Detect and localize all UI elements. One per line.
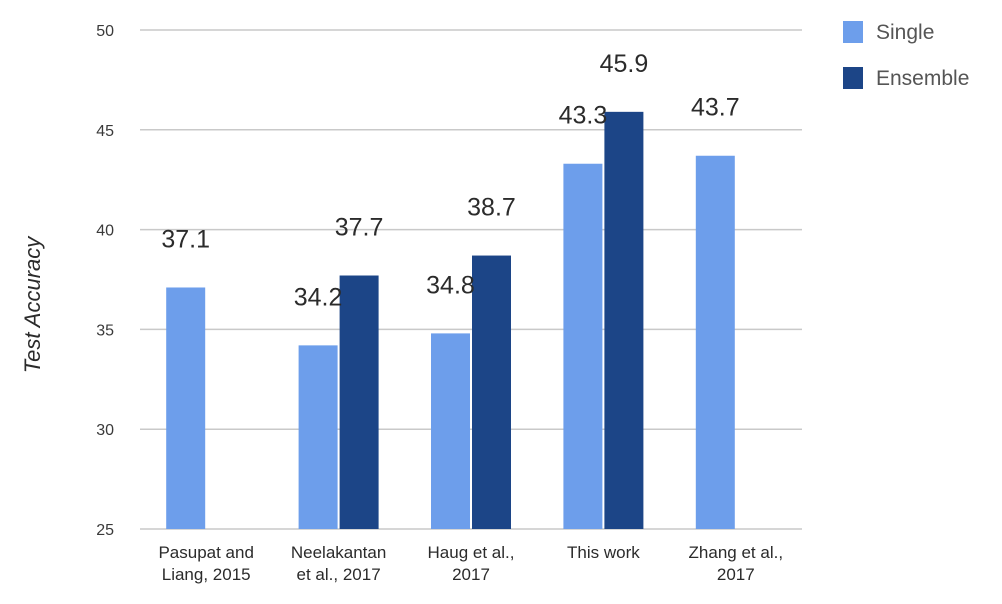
legend-swatch-single — [843, 21, 863, 43]
bar-ensemble — [604, 111, 644, 529]
data-label: 37.7 — [335, 214, 384, 242]
data-label: 37.1 — [161, 225, 210, 253]
legend-swatch-ensemble — [843, 67, 863, 89]
data-label: 34.8 — [426, 271, 475, 299]
y-tick-label: 35 — [96, 322, 114, 339]
data-label: 38.7 — [467, 194, 516, 222]
category-label: Haug et al., 2017 — [428, 543, 515, 584]
bar-single — [695, 155, 735, 530]
legend-label-single: Single — [876, 21, 934, 44]
y-axis-title: Test Accuracy — [20, 235, 45, 374]
gridlines — [140, 29, 802, 530]
y-tick-label: 40 — [96, 223, 114, 240]
data-label: 43.3 — [559, 102, 608, 130]
y-tick-label: 50 — [96, 23, 114, 40]
data-label: 34.2 — [294, 283, 343, 311]
bar-single — [166, 287, 206, 529]
y-tick-label: 45 — [96, 123, 114, 140]
bar-single — [563, 163, 603, 529]
category-label: Zhang et al., 2017 — [689, 543, 784, 584]
y-tick-labels: 25 30 35 40 45 50 — [96, 23, 114, 539]
category-label: Pasupat and Liang, 2015 — [158, 543, 253, 584]
data-label: 43.7 — [691, 94, 740, 122]
legend: Single Ensemble — [843, 21, 969, 90]
data-label: 45.9 — [600, 50, 649, 78]
bar-single — [431, 333, 470, 529]
category-labels: Pasupat and Liang, 2015 Neelakantan et al.,… — [158, 543, 783, 584]
y-tick-label: 30 — [96, 422, 114, 439]
bar-ensemble — [339, 275, 379, 529]
bars — [166, 111, 735, 530]
y-tick-label: 25 — [96, 522, 114, 539]
legend-label-ensemble: Ensemble — [876, 67, 969, 90]
bar-single — [298, 345, 338, 529]
category-label: This work — [567, 543, 640, 562]
bar-ensemble — [472, 255, 511, 529]
data-labels: 37.1 34.2 37.7 34.8 38.7 43.3 45.9 43.7 — [161, 50, 739, 312]
category-label: Neelakantan et al., 2017 — [291, 543, 386, 584]
